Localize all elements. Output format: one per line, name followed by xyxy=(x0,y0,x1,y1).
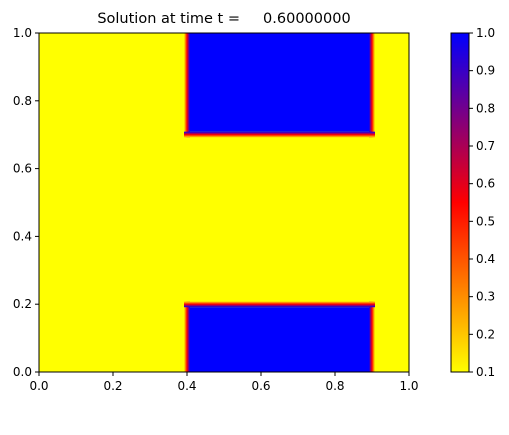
region-edge-bottom xyxy=(184,131,375,138)
colorbar-tick-label: 0.9 xyxy=(476,64,495,78)
colorbar xyxy=(450,32,470,373)
x-tick-label: 0.6 xyxy=(251,379,270,393)
colorbar-tick-label: 1.0 xyxy=(476,26,495,40)
chart-title: Solution at time t = 0.60000000 xyxy=(97,11,350,27)
plot-frame xyxy=(38,32,410,373)
region-fill xyxy=(190,307,369,372)
region-edge-left xyxy=(184,301,190,372)
y-tick-label: 0.6 xyxy=(13,162,32,176)
colorbar-tick-label: 0.1 xyxy=(476,365,495,379)
colorbar-tick-label: 0.4 xyxy=(476,252,495,266)
colorbar-tick-label: 0.8 xyxy=(476,101,495,115)
heatmap-region-2 xyxy=(184,301,375,372)
x-tick-label: 0.2 xyxy=(103,379,122,393)
region-edge-right xyxy=(369,33,375,138)
region-edge-right xyxy=(369,301,375,372)
region-edge-left xyxy=(184,33,190,138)
colorbar-tick-label: 0.6 xyxy=(476,177,495,191)
region-fill xyxy=(190,33,369,132)
y-tick-label: 0.0 xyxy=(13,365,32,379)
x-axis: 0.0 0.2 0.4 0.6 0.8 1.0 xyxy=(29,372,419,393)
y-axis: 0.0 0.2 0.4 0.6 0.8 1.0 xyxy=(13,26,39,379)
x-tick-label: 1.0 xyxy=(399,379,418,393)
region-edge-top xyxy=(184,301,375,308)
colorbar-tick-label: 0.2 xyxy=(476,327,495,341)
colorbar-tick-label: 0.7 xyxy=(476,139,495,153)
plot-area xyxy=(39,33,409,372)
x-tick-label: 0.8 xyxy=(325,379,344,393)
x-tick-label: 0.4 xyxy=(177,379,196,393)
y-tick-label: 0.4 xyxy=(13,229,32,243)
colorbar-tick-label: 0.5 xyxy=(476,214,495,228)
y-tick-label: 0.8 xyxy=(13,94,32,108)
heatmap-region-1 xyxy=(184,33,375,138)
x-tick-label: 0.0 xyxy=(29,379,48,393)
y-tick-label: 1.0 xyxy=(13,26,32,40)
colorbar-axis: 0.1 0.2 0.3 0.4 0.5 0.6 0.7 0.8 0.9 1.0 xyxy=(469,26,495,379)
y-tick-label: 0.2 xyxy=(13,297,32,311)
colorbar-tick-label: 0.3 xyxy=(476,290,495,304)
